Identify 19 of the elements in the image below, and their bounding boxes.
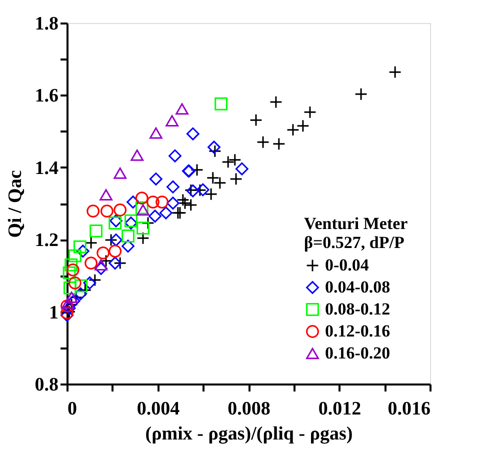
x-tick-label: 0.008 <box>228 398 270 420</box>
legend-label: 0.12-0.16 <box>325 322 390 340</box>
y-axis-title: Qi / Qac <box>4 170 26 238</box>
legend-title: Venturi Meter β=0.527, dP/P <box>304 214 408 252</box>
y-tick-label: 1.6 <box>34 86 58 107</box>
legend-label: 0.04-0.08 <box>325 278 390 296</box>
x-tick-label: 0.016 <box>388 398 430 420</box>
x-tick-label: 0 <box>68 398 77 420</box>
x-axis-title: (ρmix - ρgas)/(ρliq - ρgas) <box>145 424 353 444</box>
y-tick-label: 0.8 <box>34 374 58 396</box>
y-tick-label: 1.4 <box>34 158 59 179</box>
x-tick-label: 0.004 <box>136 398 180 420</box>
legend-label: 0-0.04 <box>325 256 370 274</box>
y-tick-label: 1.8 <box>34 14 58 34</box>
y-tick-label: 1 <box>49 302 58 324</box>
legend-label: 0.08-0.12 <box>325 300 390 318</box>
legend-label: 0.16-0.20 <box>325 344 390 362</box>
y-tick-label: 1.2 <box>34 230 58 252</box>
x-tick-label: 0.012 <box>318 398 362 420</box>
